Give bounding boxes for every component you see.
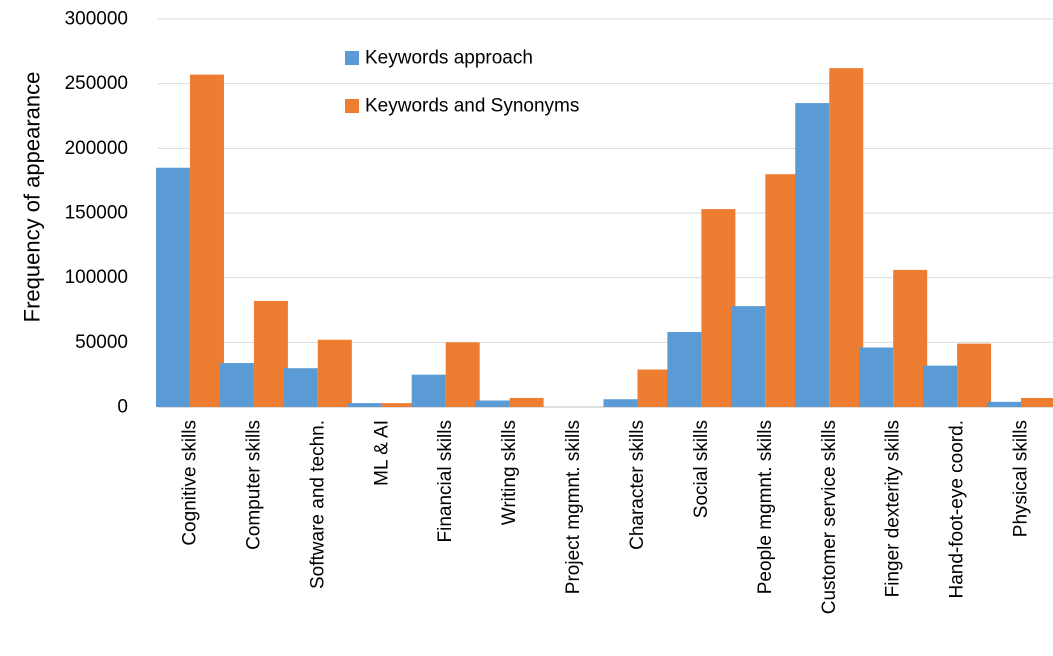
bars	[155, 68, 1053, 408]
bar-keywords-and-synonyms	[317, 339, 352, 407]
bar-keywords-and-synonyms	[381, 403, 416, 407]
bar-keywords-and-synonyms	[701, 209, 736, 407]
bar-keywords-approach	[859, 347, 894, 407]
x-tick-label: People mgmnt. skills	[755, 420, 776, 594]
x-tick-label: Hand-foot-eye coord.	[947, 420, 968, 599]
bar-keywords-approach	[603, 399, 638, 407]
legend: Keywords approach Keywords and Synonyms	[345, 48, 579, 117]
y-tick-label: 250000	[65, 73, 128, 94]
y-tick-label: 150000	[65, 203, 128, 224]
y-tick-label: 300000	[65, 9, 128, 30]
gridlines	[158, 18, 1053, 408]
y-axis-title: Frequency of appearance	[20, 72, 45, 323]
bar-keywords-approach	[923, 365, 958, 407]
x-tick-label: Computer skills	[243, 420, 264, 550]
x-tick-label: Software and techn.	[307, 420, 328, 589]
x-tick-label: Project mgmnt. skills	[563, 420, 584, 594]
x-tick-label: Physical skills	[1011, 420, 1032, 537]
bar-keywords-approach	[155, 167, 190, 407]
y-tick-label: 200000	[65, 138, 128, 159]
legend-label: Keywords approach	[365, 48, 533, 69]
bar-keywords-and-synonyms	[189, 74, 224, 407]
bar-keywords-approach	[347, 403, 382, 407]
bar-keywords-approach	[475, 400, 510, 407]
bar-keywords-and-synonyms	[765, 174, 800, 407]
bar-keywords-approach	[411, 374, 446, 407]
bar-keywords-and-synonyms	[893, 269, 928, 407]
x-tick-label: Cognitive skills	[179, 420, 200, 546]
x-tick-label: Social skills	[691, 420, 712, 518]
legend-label: Keywords and Synonyms	[365, 96, 579, 117]
bar-keywords-and-synonyms	[445, 342, 480, 407]
y-tick-label: 0	[117, 397, 128, 418]
bar-keywords-approach	[667, 331, 702, 407]
bar-keywords-approach	[987, 401, 1022, 407]
y-tick-label: 100000	[65, 267, 128, 288]
y-axis-ticks: 0 50000 100000 150000 200000 250000 300000	[65, 9, 128, 418]
bar-keywords-and-synonyms	[829, 68, 864, 407]
bar-keywords-and-synonyms	[509, 397, 544, 407]
bar-keywords-and-synonyms	[253, 300, 288, 407]
bar-keywords-approach	[731, 306, 766, 407]
x-tick-label: Character skills	[627, 420, 648, 550]
bar-keywords-and-synonyms	[957, 343, 992, 407]
bar-keywords-approach	[795, 103, 830, 408]
x-axis-ticks: Cognitive skills Computer skills Software …	[179, 420, 1031, 614]
x-tick-label: Finger dexterity skills	[883, 420, 904, 597]
legend-swatch	[345, 99, 359, 113]
y-tick-label: 50000	[75, 332, 128, 353]
bar-keywords-and-synonyms	[637, 369, 672, 407]
bar-keywords-approach	[283, 368, 318, 407]
x-tick-label: ML & AI	[371, 420, 392, 486]
bar-keywords-and-synonyms	[1021, 397, 1053, 407]
x-tick-label: Customer service skills	[819, 420, 840, 614]
bar-keywords-approach	[219, 363, 254, 407]
legend-swatch	[345, 51, 359, 65]
x-tick-label: Financial skills	[435, 420, 456, 542]
x-tick-label: Writing skills	[499, 420, 520, 525]
